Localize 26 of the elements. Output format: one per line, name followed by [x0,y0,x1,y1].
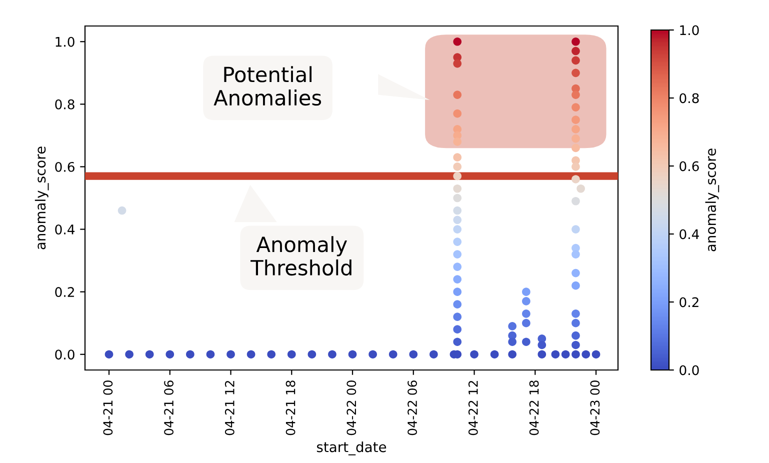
y-tick-label: 0.6 [55,162,74,172]
x-axis-title: start_date [316,441,386,456]
x-tick-label: 04-21 06 [164,380,174,436]
y-tick-label: 0.2 [55,287,74,298]
color-bar-label: 0.2 [680,297,698,308]
annotation: Potential Anomalies [214,66,322,106]
y-tick-label: 0.0 [55,350,74,360]
x-tick-label: 04-21 12 [224,380,234,436]
x-tick-label: 04-22 18 [529,380,539,436]
x-tick-label: 04-22 00 [346,380,356,436]
color-bar-title: anomaly_score [705,148,720,252]
annotation: Anomaly Threshold [250,236,352,276]
y-axis-title: anomaly_score [34,146,49,250]
color-bar-label: 0.6 [680,161,699,172]
x-tick-label: 04-22 12 [468,380,478,436]
x-tick-label: 04-21 00 [103,380,113,436]
color-bar-label: 1.0 [680,25,699,36]
x-tick-label: 04-22 06 [408,380,418,436]
x-tick-label: 04-21 18 [286,380,296,436]
y-tick-label: 0.4 [55,224,75,234]
y-tick-label: 1.0 [56,36,74,47]
x-tick-label: 04-23 00 [590,380,600,436]
color-bar-label: 0.8 [680,93,699,104]
color-bar-label: 0.4 [680,229,699,240]
color-bar-label: 0.0 [680,365,699,376]
y-tick-label: 0.8 [55,99,74,110]
